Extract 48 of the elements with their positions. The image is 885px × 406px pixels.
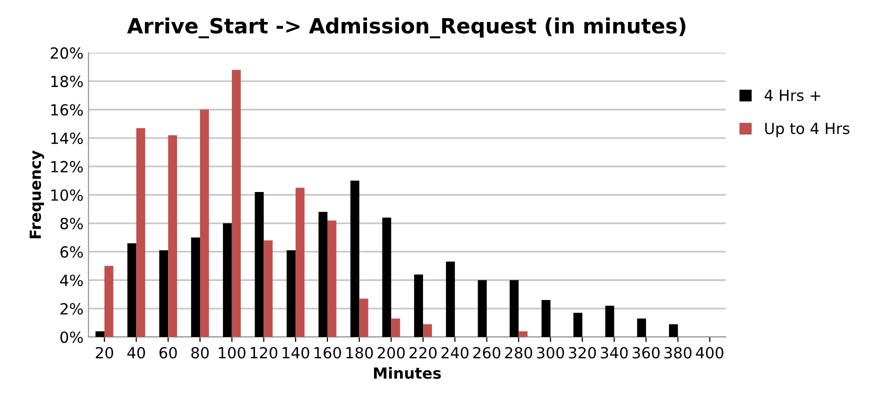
x-tick-label: 100 [218, 346, 246, 359]
y-tick-label: 20% [50, 47, 83, 59]
y-tick-label: 14% [51, 132, 83, 144]
x-tick-label: 40 [127, 346, 145, 359]
y-tick-label: 18% [51, 76, 83, 88]
bar [200, 110, 209, 337]
y-tick-label: 10% [51, 189, 83, 201]
y-tick-label: 12% [51, 160, 83, 172]
x-tick-label: 200 [378, 346, 405, 359]
x-tick-label: 160 [314, 346, 342, 359]
y-tick-label: 2% [60, 303, 83, 315]
y-tick-label: 6% [60, 246, 83, 258]
bar [423, 324, 432, 337]
bar [327, 220, 336, 337]
x-tick-label: 220 [410, 346, 437, 359]
legend-label: 4 Hrs + [764, 90, 820, 102]
x-tick-label: 340 [600, 346, 628, 359]
y-tick-label: 0% [60, 331, 83, 343]
bar [104, 266, 114, 337]
y-tick-label: 16% [51, 104, 83, 116]
x-tick-label: 280 [505, 346, 532, 359]
x-tick-label: 140 [282, 346, 310, 359]
bar [136, 128, 146, 337]
bar [518, 331, 528, 337]
x-tick-label: 400 [696, 346, 724, 359]
x-tick-label: 60 [159, 346, 177, 359]
x-tick-label: 20 [96, 346, 114, 359]
bar [264, 240, 273, 337]
x-tick-label: 360 [632, 346, 660, 359]
x-tick-label: 180 [346, 346, 373, 359]
bar [359, 298, 368, 337]
x-tick-label: 320 [568, 346, 596, 359]
bar [391, 318, 400, 337]
bar [296, 188, 305, 337]
bar [232, 70, 241, 337]
x-tick-label: 240 [441, 346, 468, 359]
y-tick-label: 8% [60, 218, 83, 230]
x-axis-title: Minutes [374, 367, 441, 379]
x-tick-label: 80 [191, 346, 209, 359]
chart-title: Arrive_Start -> Admission_Request (in minutes) [127, 18, 686, 38]
x-tick-label: 300 [537, 346, 564, 359]
bar [168, 135, 178, 337]
y-tick-label: 4% [60, 274, 83, 286]
x-tick-label: 260 [473, 346, 500, 359]
x-tick-label: 380 [664, 346, 692, 359]
y-axis-title: Frequency [30, 150, 44, 238]
legend-label: Up to 4 Hrs [765, 122, 850, 138]
x-tick-label: 120 [250, 346, 278, 359]
